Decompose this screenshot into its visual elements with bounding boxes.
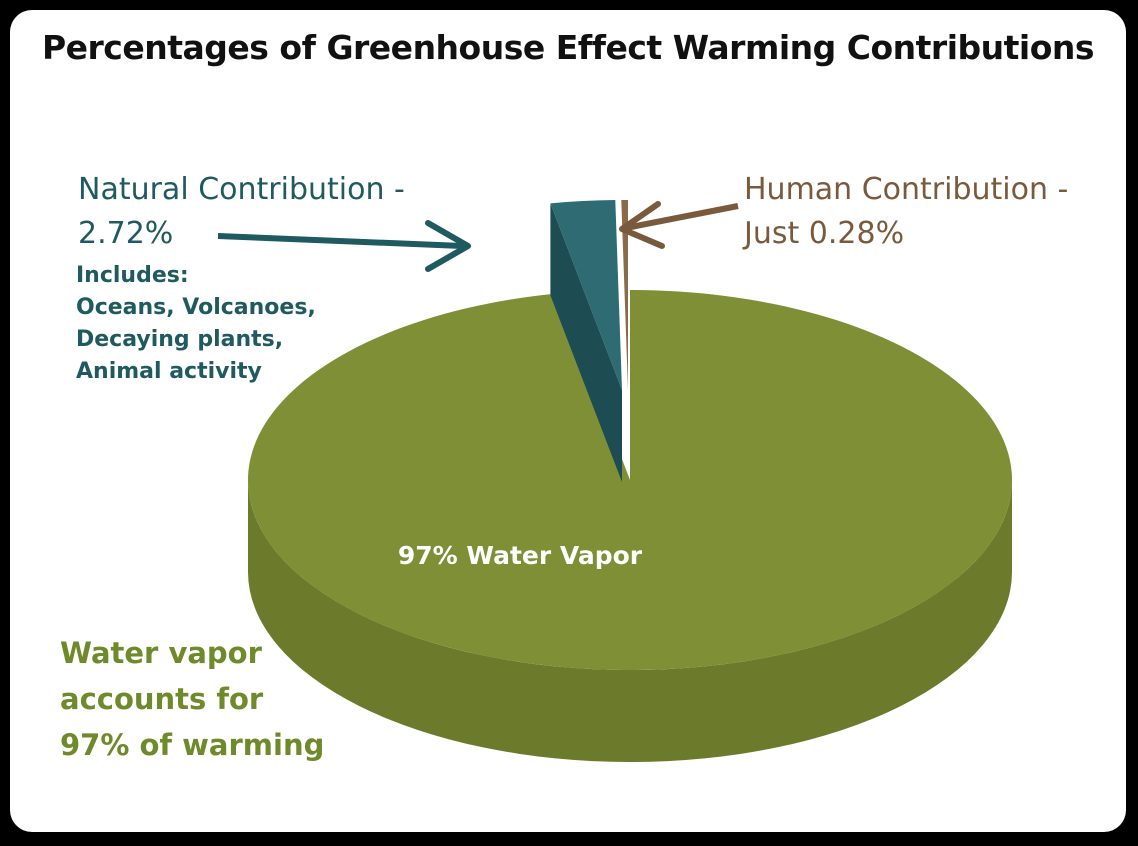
pie-slice-human-top <box>621 200 628 390</box>
water-vapor-note: Water vapor accounts for 97% of warming <box>60 636 325 762</box>
pie-slice-water-vapor-top <box>247 290 1012 670</box>
human-arrow <box>619 201 739 249</box>
natural-arrow <box>217 220 471 272</box>
water-vapor-slice-label: 97% Water Vapor <box>398 541 643 570</box>
natural-contribution-detail: Includes: Oceans, Volcanoes, Decaying pl… <box>76 263 316 384</box>
pie-slice-natural-top <box>550 200 622 390</box>
natural-arrow-line <box>217 233 463 249</box>
chart-title: Percentages of Greenhouse Effect Warming… <box>41 28 1095 67</box>
pie-slice-human <box>621 200 628 390</box>
human-contribution-label: Human Contribution - Just 0.28% <box>744 172 1069 251</box>
human-arrow-head <box>619 201 665 249</box>
pie-chart: 97% Water Vapor <box>217 200 1012 762</box>
natural-contribution-label: Natural Contribution - 2.72% <box>78 172 405 251</box>
natural-arrow-head <box>425 220 471 272</box>
pie-slice-natural <box>550 200 622 482</box>
pie-slice-water-vapor-side <box>248 480 1012 762</box>
pie-slice-natural-side <box>550 203 622 482</box>
chart-frame: Percentages of Greenhouse Effect Warming… <box>10 10 1126 832</box>
human-arrow-line <box>625 203 739 231</box>
pie-slice-water-vapor <box>247 290 1012 762</box>
